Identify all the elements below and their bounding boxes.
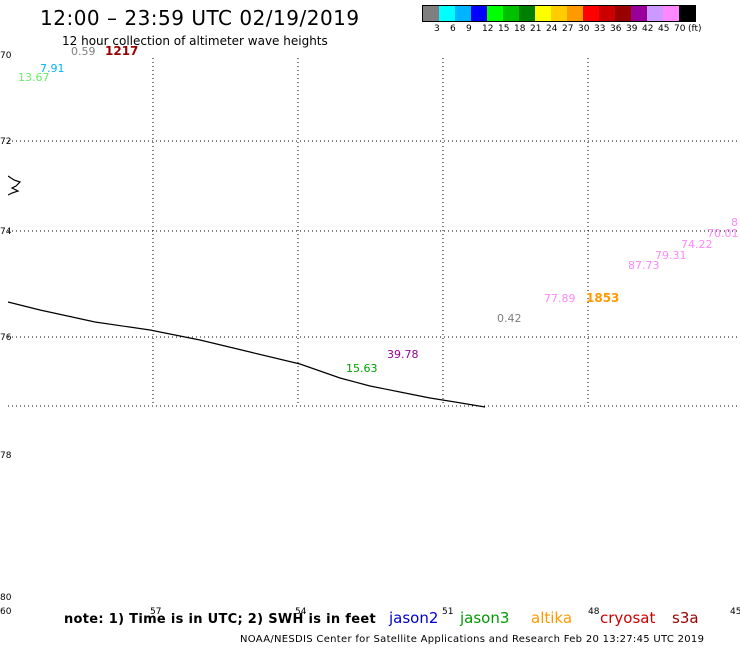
- legend-label: 21: [530, 24, 542, 34]
- satellite-name: s3a: [672, 609, 699, 627]
- footer-credit: NOAA/NESDIS Center for Satellite Applica…: [240, 634, 705, 645]
- legend-swatch: [583, 6, 599, 21]
- legend-label: 27: [562, 24, 574, 34]
- wave-height-label: 79.31: [655, 249, 687, 262]
- map-title: 12:00 – 23:59 UTC 02/19/2019: [40, 6, 360, 30]
- legend-label: 45: [658, 24, 670, 34]
- satellite-name: cryosat: [600, 609, 656, 627]
- footer-note: note: 1) Time is in UTC; 2) SWH is in fe…: [64, 612, 376, 627]
- latitude-label: 72: [0, 137, 12, 147]
- latitude-label: 60: [0, 607, 12, 617]
- legend-swatch: [455, 6, 471, 21]
- legend-swatch: [519, 6, 535, 21]
- legend-label: 3: [434, 24, 440, 34]
- latitude-label: 80: [0, 593, 12, 603]
- track-id-label: 1853: [586, 291, 620, 305]
- legend-label: 6: [450, 24, 456, 34]
- legend-swatch: [567, 6, 583, 21]
- legend-label: 15: [498, 24, 510, 34]
- legend-label: 42: [642, 24, 654, 34]
- legend-swatch: [615, 6, 631, 21]
- wave-height-label: 7.91: [40, 62, 65, 75]
- wave-height-label: 13.67: [18, 71, 50, 84]
- track-id-label: 1217: [105, 44, 139, 58]
- legend-label: 9: [466, 24, 472, 34]
- legend-label: 18: [514, 24, 526, 34]
- legend-label: 12: [482, 24, 494, 34]
- legend-swatch: [631, 6, 647, 21]
- legend-swatch: [663, 6, 679, 21]
- legend-unit: (ft): [688, 24, 702, 34]
- wave-height-label: 0.42: [497, 312, 522, 325]
- latitude-label: 78: [0, 451, 12, 461]
- longitude-label: 54: [295, 607, 307, 617]
- legend-swatch: [487, 6, 503, 21]
- legend-label: 30: [578, 24, 590, 34]
- wave-height-label: 8: [731, 216, 738, 229]
- legend-swatch: [551, 6, 567, 21]
- legend-swatch: [535, 6, 551, 21]
- legend-swatch: [471, 6, 487, 21]
- satellite-name: altika: [531, 609, 573, 627]
- longitude-label: 57: [150, 607, 162, 617]
- legend-label: 70: [674, 24, 686, 34]
- wave-height-label: 74.22: [681, 238, 713, 251]
- legend-swatches: [422, 5, 696, 22]
- island-outline: [7, 175, 22, 196]
- left-margin: [0, 58, 8, 618]
- longitude-label: 48: [588, 607, 600, 617]
- legend-swatch: [503, 6, 519, 21]
- legend-swatch: [647, 6, 663, 21]
- legend-label: 39: [626, 24, 638, 34]
- satellite-name: jason2: [389, 609, 439, 627]
- legend-label: 36: [610, 24, 622, 34]
- legend-swatch: [679, 6, 695, 21]
- wave-height-label: 39.78: [387, 348, 419, 361]
- color-legend: 3 6 9 12 15 18 21 24 27 30 33 36 39 42 45 70 (ft): [422, 5, 702, 34]
- legend-labels: 3 6 9 12 15 18 21 24 27 30 33 36 39 42 45 70 (ft): [422, 22, 702, 34]
- wave-height-label: 0.59: [71, 45, 96, 58]
- satellite-name: jason3: [460, 609, 510, 627]
- latitude-label: 74: [0, 227, 12, 237]
- graticule: [8, 58, 740, 407]
- coastline: [7, 301, 486, 408]
- wave-height-label: 15.63: [346, 362, 378, 375]
- legend-swatch: [423, 6, 439, 21]
- longitude-label: 45: [730, 607, 740, 617]
- legend-swatch: [599, 6, 615, 21]
- legend-swatch: [439, 6, 455, 21]
- map-subtitle: 12 hour collection of altimeter wave hei…: [62, 34, 328, 48]
- latitude-label: 76: [0, 333, 12, 343]
- wave-height-label: 87.73: [628, 259, 660, 272]
- legend-label: 24: [546, 24, 558, 34]
- wave-height-label: 70.01: [707, 227, 739, 240]
- legend-label: 33: [594, 24, 606, 34]
- latitude-label: 70: [0, 51, 12, 61]
- longitude-label: 51: [442, 607, 454, 617]
- wave-height-label: 77.89: [544, 292, 576, 305]
